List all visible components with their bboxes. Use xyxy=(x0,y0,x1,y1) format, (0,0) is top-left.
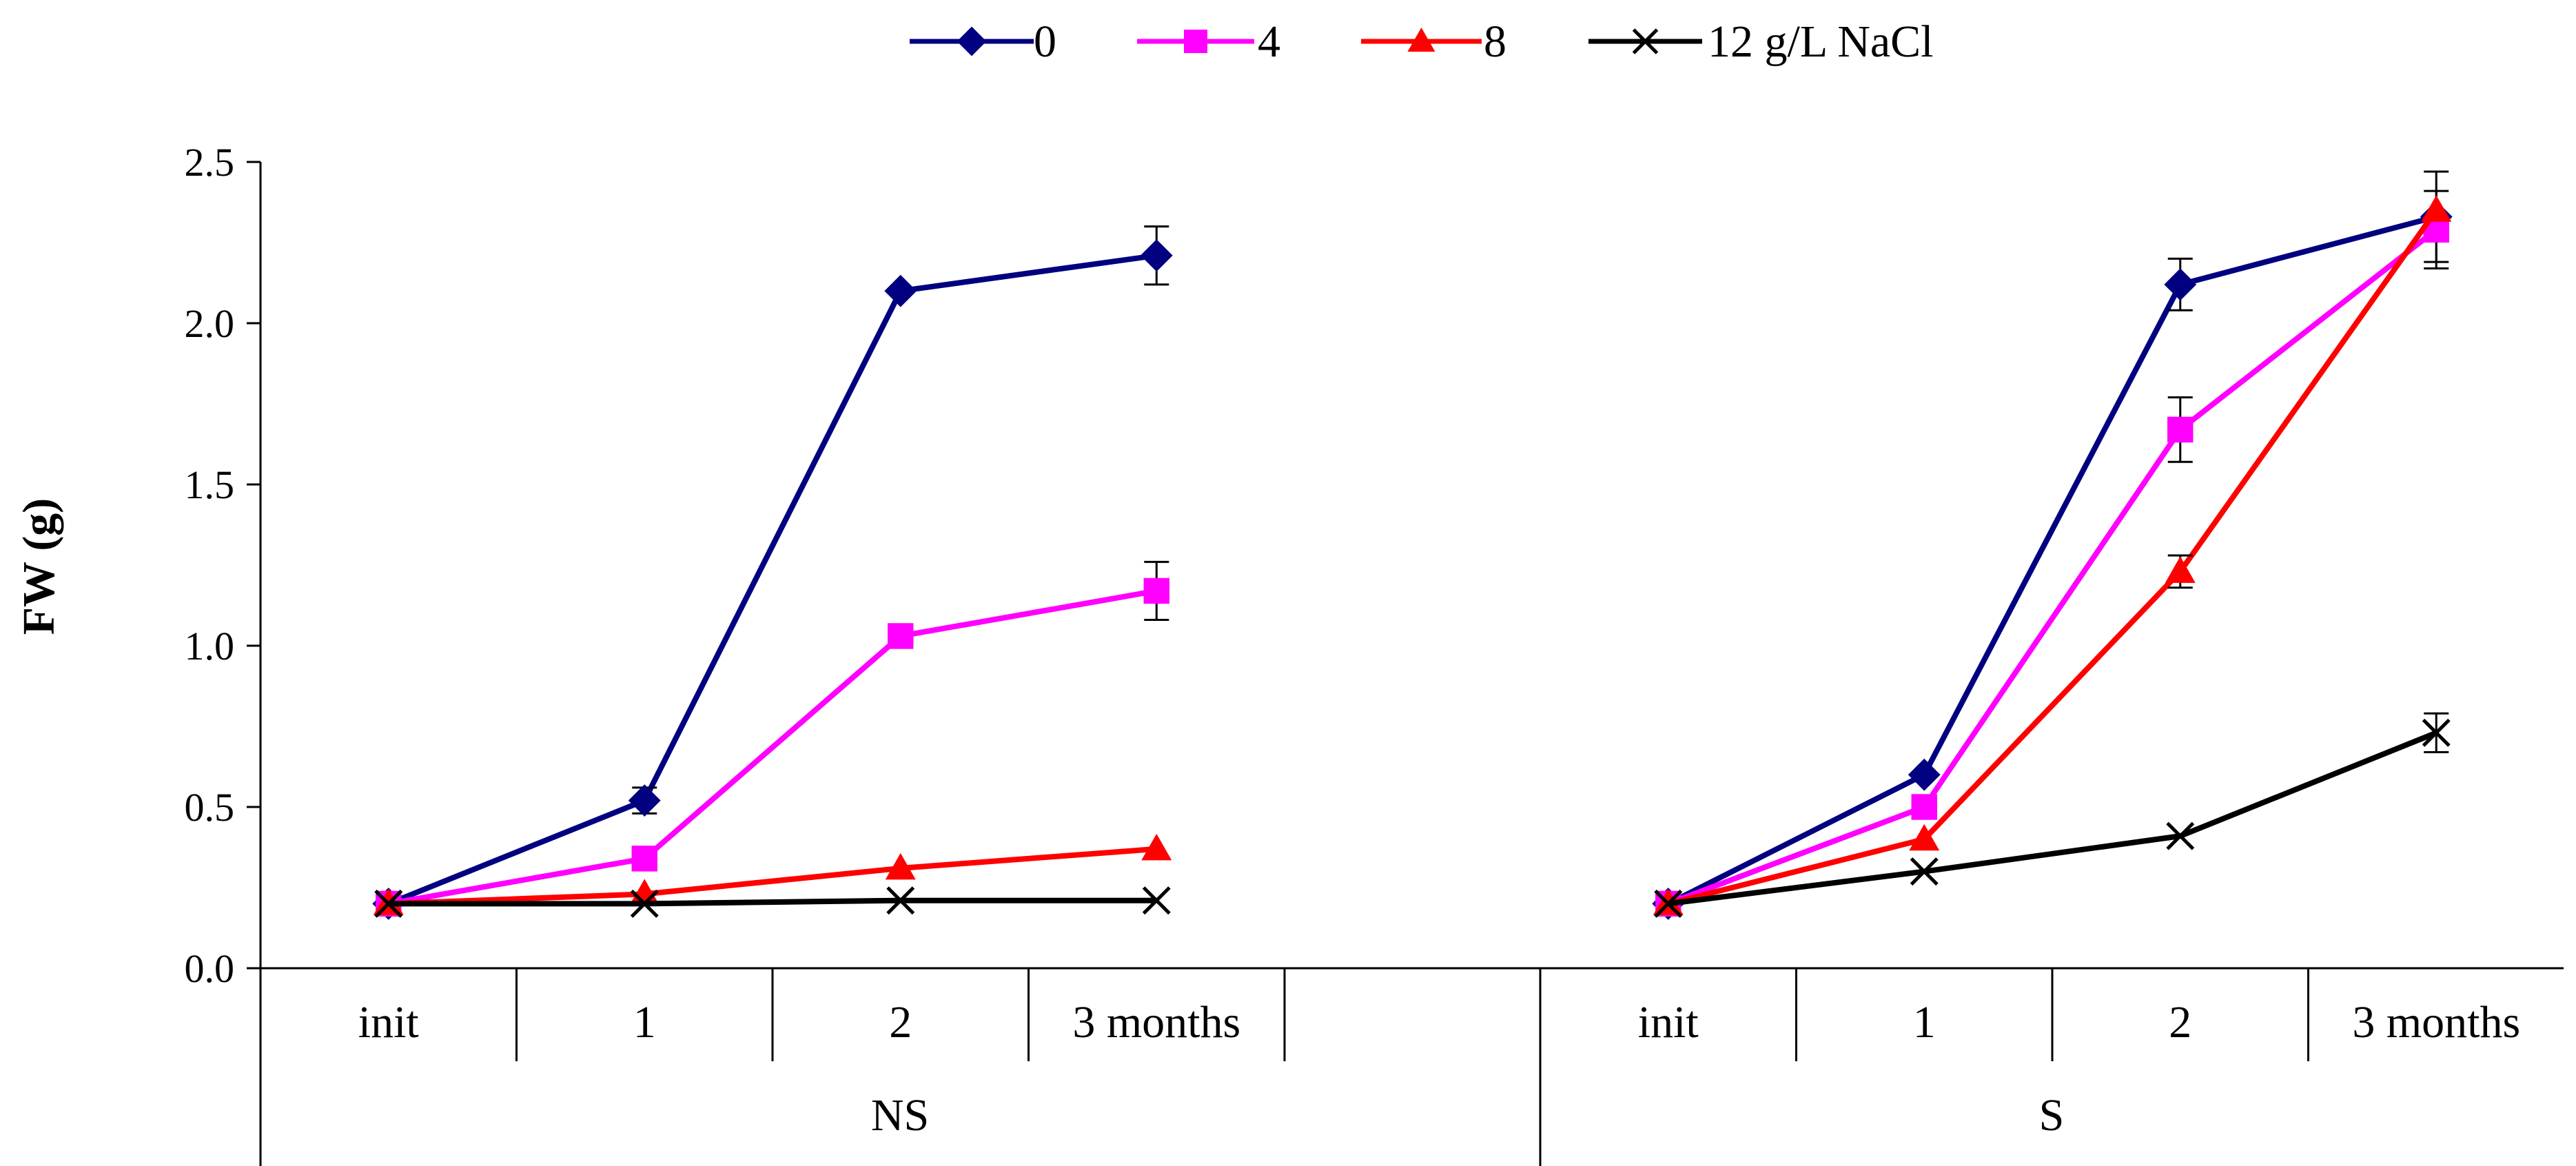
x-tick-label: init xyxy=(1638,997,1699,1047)
series-0 xyxy=(372,170,2453,920)
data-point xyxy=(884,274,917,307)
data-point xyxy=(2166,821,2195,850)
series-line-0 xyxy=(387,252,1157,907)
legend-label: 12 g/L NaCl xyxy=(1708,17,1934,67)
series-line-8 xyxy=(388,846,1157,907)
x-tick-label: 3 months xyxy=(2352,997,2520,1047)
y-tick-label: 0.5 xyxy=(185,785,235,830)
data-point xyxy=(630,889,659,918)
data-point xyxy=(1910,857,1939,886)
series-1 xyxy=(376,190,2449,917)
series-line-4 xyxy=(388,588,1157,907)
data-point xyxy=(1654,889,1683,918)
data-point xyxy=(886,886,915,915)
legend-item: 12 g/L NaCl xyxy=(1588,17,1934,67)
legend-marker xyxy=(1632,28,1659,54)
x-tick-label: 2 xyxy=(889,997,912,1047)
series-line-12 g/L NaCl xyxy=(1668,730,2437,907)
legend-marker xyxy=(957,26,987,57)
y-axis-label: FW (g) xyxy=(14,498,64,635)
y-axis: 0.0 0.5 1.0 1.5 2.0 2.5 FW (g) xyxy=(14,140,262,991)
series-3 xyxy=(374,712,2451,918)
series-2 xyxy=(373,195,2452,915)
x-tick-label: 3 months xyxy=(1072,997,1240,1047)
legend-label: 4 xyxy=(1258,17,1280,67)
data-point xyxy=(888,623,914,649)
series-line-4 xyxy=(1667,227,2438,907)
x-tick-label: init xyxy=(358,997,419,1047)
data-point xyxy=(2165,556,2196,583)
data-point xyxy=(1142,886,1171,915)
data-point xyxy=(1911,794,1937,820)
data-point xyxy=(628,784,661,817)
data-point xyxy=(374,889,403,918)
legend-marker xyxy=(1184,30,1207,53)
data-point xyxy=(1909,824,1940,851)
x-tick-label: 2 xyxy=(2169,997,2191,1047)
legend-item: 0 xyxy=(910,17,1056,67)
x-tick-label: 1 xyxy=(633,997,656,1047)
series-line-8 xyxy=(1667,208,2439,907)
legend-item: 8 xyxy=(1361,17,1506,67)
data-point xyxy=(2167,416,2194,443)
legend-label: 8 xyxy=(1484,17,1506,67)
data-point xyxy=(1141,833,1172,861)
data-point xyxy=(629,879,660,906)
data-point xyxy=(1143,577,1169,604)
legend: 0 4 8 12 g/L NaCl xyxy=(910,17,1934,67)
data-point xyxy=(2164,268,2197,301)
group-label: NS xyxy=(871,1090,929,1141)
plot-area xyxy=(372,170,2453,920)
y-tick-label: 2.5 xyxy=(185,140,235,185)
group-label: S xyxy=(2039,1090,2065,1141)
legend-item: 4 xyxy=(1137,17,1280,67)
data-point xyxy=(885,852,916,880)
data-point xyxy=(1140,239,1173,272)
x-tick-label: 1 xyxy=(1913,997,1936,1047)
series-line-12 g/L NaCl xyxy=(388,897,1157,907)
data-point xyxy=(631,846,657,872)
data-point xyxy=(2422,718,2451,747)
y-tick-label: 2.0 xyxy=(185,301,235,346)
y-tick-label: 1.5 xyxy=(185,462,235,507)
data-point xyxy=(2421,195,2452,222)
x-axis: init 1 2 3 months init 1 2 3 months NS S xyxy=(259,967,2564,1166)
data-point xyxy=(1908,758,1941,791)
y-tick-label: 0.0 xyxy=(185,946,235,991)
y-tick-label: 1.0 xyxy=(185,624,235,668)
legend-label: 0 xyxy=(1034,17,1056,67)
legend-marker xyxy=(1407,28,1435,52)
series-line-0 xyxy=(1666,214,2437,906)
